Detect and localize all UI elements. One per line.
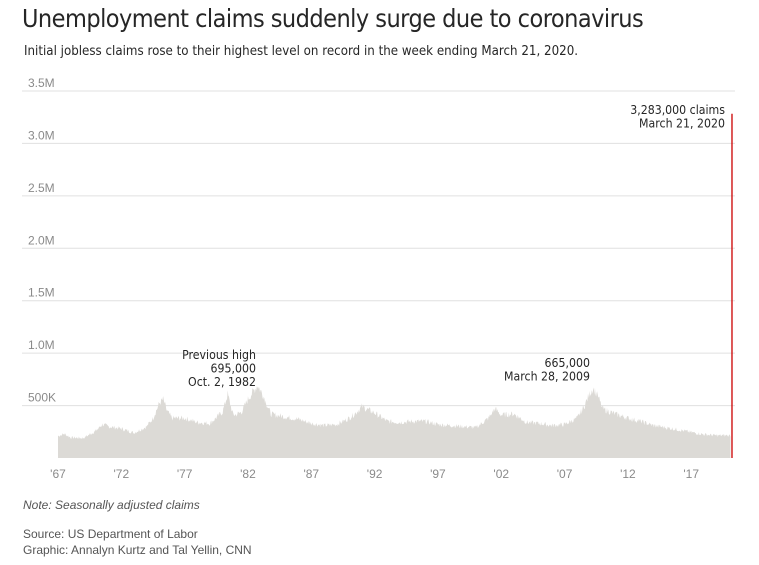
x-tick-label: '87: [303, 467, 319, 481]
chart-subtitle: Initial jobless claims rose to their hig…: [24, 43, 579, 59]
x-tick-label: '82: [240, 467, 256, 481]
x-axis: '67 '72 '77 '82 '87 '92 '97 '02 '07 '12 '17: [50, 467, 699, 481]
chart-source: Source: US Department of Labor Graphic: …: [23, 526, 252, 558]
y-tick-label: 3.0M: [28, 128, 55, 142]
claims-area: [58, 113, 733, 458]
x-tick-label: '92: [367, 467, 383, 481]
annotation-line: Previous high: [182, 347, 256, 362]
y-tick-label: 2.5M: [28, 181, 55, 195]
annotation-line: 665,000: [545, 355, 590, 370]
y-tick-label: 1.5M: [28, 286, 55, 300]
annotation-line: 3,283,000 claims: [630, 102, 725, 117]
y-tick-label: 3.5M: [28, 76, 55, 90]
annotation-line: March 28, 2009: [504, 369, 590, 384]
y-tick-label: 500K: [28, 391, 56, 405]
claims-area-series: [58, 386, 731, 458]
x-tick-label: '07: [557, 467, 573, 481]
x-tick-label: '97: [430, 467, 446, 481]
y-axis: 500K 1.0M 1.5M 2.0M 2.5M 3.0M 3.5M: [28, 76, 56, 405]
x-tick-label: '67: [50, 467, 66, 481]
x-tick-label: '02: [493, 467, 509, 481]
chart-note: Note: Seasonally adjusted claims: [23, 498, 200, 512]
annotation-line: March 21, 2020: [639, 116, 725, 131]
x-tick-label: '72: [114, 467, 130, 481]
y-tick-label: 2.0M: [28, 233, 55, 247]
source-line: Source: US Department of Labor: [23, 527, 198, 541]
annotation-line: Oct. 2, 1982: [188, 374, 256, 389]
y-tick-label: 1.0M: [28, 338, 55, 352]
x-tick-label: '17: [683, 467, 699, 481]
annotation-line: 695,000: [211, 361, 256, 376]
graphic-credit: Graphic: Annalyn Kurtz and Tal Yellin, C…: [23, 543, 252, 557]
grid-lines: [22, 90, 735, 407]
x-tick-label: '77: [177, 467, 193, 481]
x-tick-label: '12: [620, 467, 636, 481]
chart-title: Unemployment claims suddenly surge due t…: [22, 4, 644, 33]
